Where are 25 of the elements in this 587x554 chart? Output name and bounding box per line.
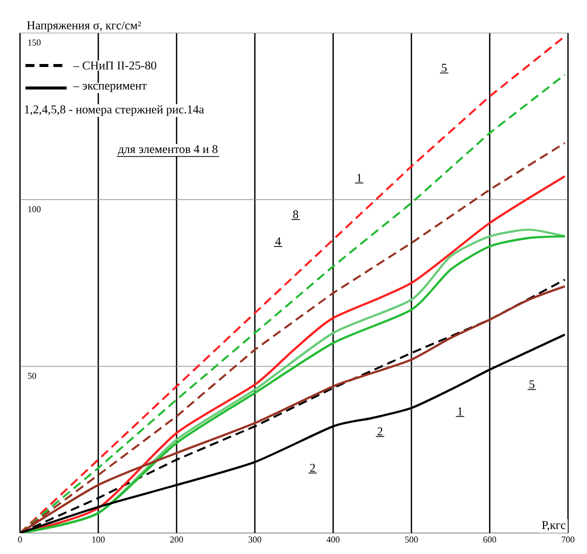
x-tick-label: 300 (248, 536, 262, 543)
annotation: 1 (458, 407, 462, 416)
x-tick-label: 500 (405, 536, 418, 543)
x-tick-label: 700 (562, 536, 574, 543)
annotation: для элементов 4 и 8 (118, 145, 218, 156)
y-axis-title: Напряжения σ, кгс/см² (27, 21, 141, 32)
annotation: 1 (357, 174, 362, 182)
annotation: 4 (275, 237, 281, 246)
x-tick-label: 0 (18, 536, 22, 543)
x-tick-label: 400 (326, 536, 340, 543)
annotation: 5 (530, 380, 534, 388)
y-tick-label: 150 (28, 39, 41, 46)
y-tick-label: 100 (28, 206, 41, 212)
x-tick-label: 200 (170, 536, 183, 543)
annotation: 1,2,4,5,8 - номера стержней рис.14а (24, 105, 204, 116)
x-axis-title: Р,кгс (542, 521, 566, 531)
x-tick-label: 100 (92, 536, 105, 543)
annotation: 8 (293, 210, 298, 218)
annotation: 2 (378, 427, 382, 436)
annotation: – СНиП II-25-80 (73, 61, 156, 70)
annotation: 5 (442, 64, 447, 72)
y-tick-label: 50 (28, 372, 36, 379)
annotation: 2 (310, 464, 315, 472)
annotation: – эксперимент (73, 84, 147, 92)
x-tick-label: 600 (483, 536, 496, 543)
